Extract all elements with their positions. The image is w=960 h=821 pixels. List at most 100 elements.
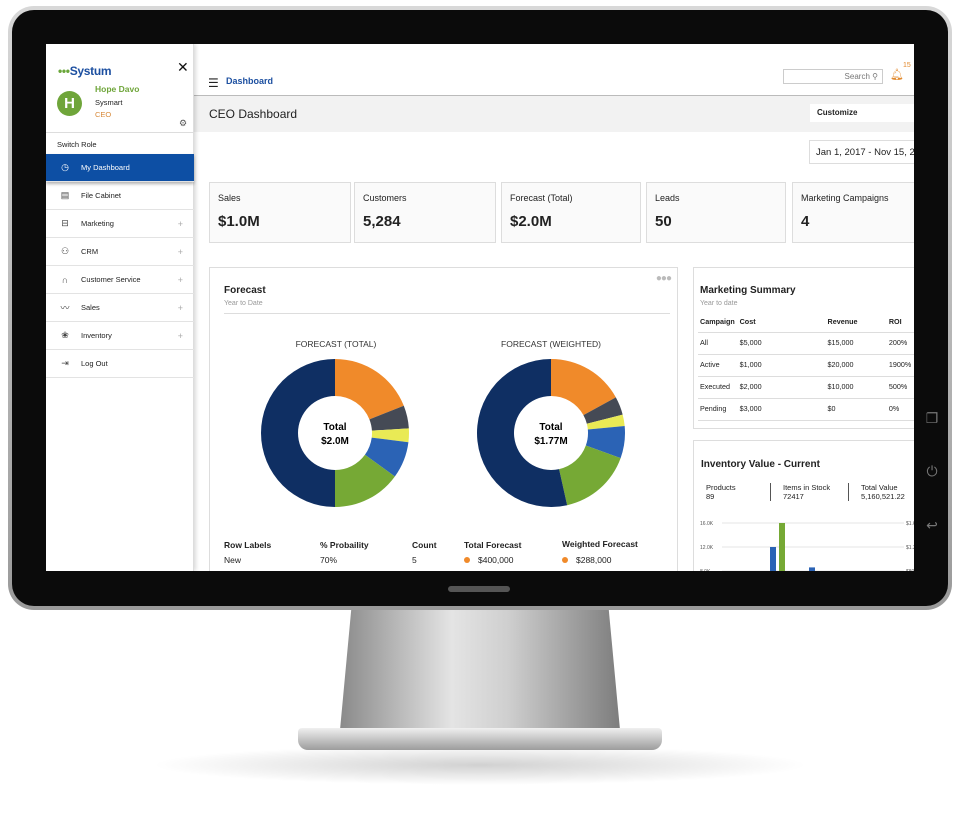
col-header: Cost xyxy=(737,313,826,333)
sidebar-item-log-out[interactable]: ⇥ Log Out xyxy=(46,350,194,378)
more-icon[interactable]: ●●● xyxy=(655,273,672,284)
legend-dot xyxy=(464,557,470,563)
sidebar-item-label: Marketing xyxy=(81,219,114,228)
inventory-stat: Total Value 5,160,521.22 xyxy=(848,483,914,501)
table-row[interactable]: Executed $2,000 $10,000 500% xyxy=(698,376,914,399)
cell: Pending xyxy=(698,398,738,421)
donut-chart-weighted: Total $1.77M xyxy=(476,359,625,507)
kpi-card[interactable]: Sales $1.0M xyxy=(209,182,351,243)
table-row[interactable]: Pending $3,000 $0 0% xyxy=(698,398,914,421)
donut-slice[interactable] xyxy=(559,445,621,506)
donut-slice[interactable] xyxy=(335,359,404,420)
card-title: Forecast xyxy=(224,285,266,296)
stat-label: Total Value xyxy=(861,483,898,492)
kpi-card[interactable]: Marketing Campaigns 4 xyxy=(792,182,914,243)
cell: $400,000 xyxy=(464,555,513,566)
col-header: Weighted Forecast xyxy=(562,539,638,549)
tick-label: $80 xyxy=(906,569,914,571)
cell: All xyxy=(698,332,738,355)
cell: New xyxy=(224,555,242,565)
user-company: Sysmart xyxy=(95,98,123,107)
table-row[interactable]: Active $1,000 $20,000 1900% xyxy=(698,354,914,377)
kpi-card[interactable]: Leads 50 xyxy=(646,182,786,243)
tick-label: 16.0K xyxy=(700,521,714,527)
donut-slice[interactable] xyxy=(261,359,335,507)
bell-icon[interactable]: 🔔︎ xyxy=(890,69,904,81)
top-bar: ☰ Dashboard Search ⚲ 🔔︎ 15 xyxy=(194,44,914,96)
sidebar-item-my-dashboard[interactable]: ◷ My Dashboard xyxy=(46,154,194,182)
title-bar: CEO Dashboard Customize xyxy=(194,96,914,132)
inventory-stat: Products 89 xyxy=(700,483,770,501)
cell: $2,000 xyxy=(737,376,826,399)
monitor-slot xyxy=(448,586,510,592)
cell: $0 xyxy=(825,398,887,421)
donut-slice[interactable] xyxy=(364,437,409,477)
expand-icon[interactable]: + xyxy=(177,218,183,229)
cell: $5,000 xyxy=(737,332,826,355)
cell: 0% xyxy=(886,398,914,421)
card-title: Inventory Value - Current xyxy=(701,459,820,470)
donut-slice[interactable] xyxy=(335,454,395,507)
kpi-card[interactable]: Forecast (Total) $2.0M xyxy=(501,182,641,243)
cell: $10,000 xyxy=(825,376,887,399)
cell: $20,000 xyxy=(825,354,887,377)
date-range-picker[interactable]: Jan 1, 2017 - Nov 15, 2 xyxy=(809,140,914,164)
expand-icon[interactable]: + xyxy=(177,246,183,257)
switch-role[interactable]: Switch Role xyxy=(46,132,194,154)
chart-title: FORECAST (WEIGHTED) xyxy=(501,339,601,349)
logout-icon: ⇥ xyxy=(61,358,69,368)
briefcase-icon: ⊟ xyxy=(61,218,69,228)
monitor-stand xyxy=(340,610,620,730)
kpi-card[interactable]: Customers 5,284 xyxy=(354,182,496,243)
search-input[interactable]: Search ⚲ xyxy=(783,69,883,84)
sidebar-item-customer-service[interactable]: ∩ Customer Service + xyxy=(46,266,194,294)
donut-slice[interactable] xyxy=(371,428,409,443)
donut-slice[interactable] xyxy=(585,426,625,459)
headset-icon: ∩ xyxy=(61,274,69,285)
inventory-stats: Products 89 Items in Stock 72417 Total Value… xyxy=(700,483,914,501)
gear-icon[interactable]: ⚙ xyxy=(179,118,188,128)
col-header: Row Labels xyxy=(224,540,272,550)
table-row[interactable]: All $5,000 $15,000 200% xyxy=(698,332,914,355)
donut-slice[interactable] xyxy=(369,405,409,431)
cell: Executed xyxy=(698,376,738,399)
expand-icon[interactable]: + xyxy=(177,330,183,341)
donut-slice[interactable] xyxy=(586,414,625,430)
stat-label: Products xyxy=(706,483,736,492)
kpi-label: Forecast (Total) xyxy=(510,193,573,203)
cell: $1,000 xyxy=(737,354,826,377)
cabinet-icon: ▤ xyxy=(60,190,70,200)
cell: 1900% xyxy=(886,354,914,377)
expand-icon[interactable]: + xyxy=(177,302,183,313)
kpi-value: 50 xyxy=(655,213,672,230)
tick-label: $1.2 xyxy=(906,545,914,551)
sidebar-item-crm[interactable]: ⚇ CRM + xyxy=(46,238,194,266)
marketing-summary-card: Marketing Summary Year to date Campaign C… xyxy=(693,267,914,429)
bar[interactable] xyxy=(809,567,815,571)
menu-icon[interactable]: ☰ xyxy=(208,76,219,90)
marketing-table: Campaign Cost Revenue ROI All $5,000 $15,000 20… xyxy=(698,313,914,421)
kpi-value: 5,284 xyxy=(363,213,401,230)
breadcrumb[interactable]: Dashboard xyxy=(226,76,274,86)
donut-slice[interactable] xyxy=(476,359,568,507)
close-icon[interactable]: ✕ xyxy=(177,59,189,75)
kpi-value: 4 xyxy=(801,213,810,230)
donut-center-label: Total xyxy=(539,422,562,433)
customize-button[interactable]: Customize xyxy=(810,104,914,122)
sidebar-item-marketing[interactable]: ⊟ Marketing + xyxy=(46,210,194,238)
card-subtitle: Year to date xyxy=(700,300,738,307)
expand-icon[interactable]: + xyxy=(177,274,183,285)
chart-title: FORECAST (TOTAL) xyxy=(295,339,377,349)
sidebar-nav: ◷ My Dashboard ▤ File Cabinet ⊟ Marketing + ⚇ CR… xyxy=(46,154,194,378)
donut-slice[interactable] xyxy=(583,397,623,424)
donut-slice[interactable] xyxy=(551,359,616,416)
sidebar: •••Systum ✕ H Hope Davo Sysmart CEO ⚙ Sw… xyxy=(46,44,194,571)
bar[interactable] xyxy=(779,523,785,571)
stat-value: 89 xyxy=(706,492,715,501)
trend-icon: 〰 xyxy=(60,303,70,313)
bar[interactable] xyxy=(770,547,776,571)
sidebar-item-sales[interactable]: 〰 Sales + xyxy=(46,294,194,322)
sidebar-item-inventory[interactable]: ❀ Inventory + xyxy=(46,322,194,350)
sidebar-item-file-cabinet[interactable]: ▤ File Cabinet xyxy=(46,182,194,210)
stat-value: 5,160,521.22 xyxy=(861,492,905,501)
